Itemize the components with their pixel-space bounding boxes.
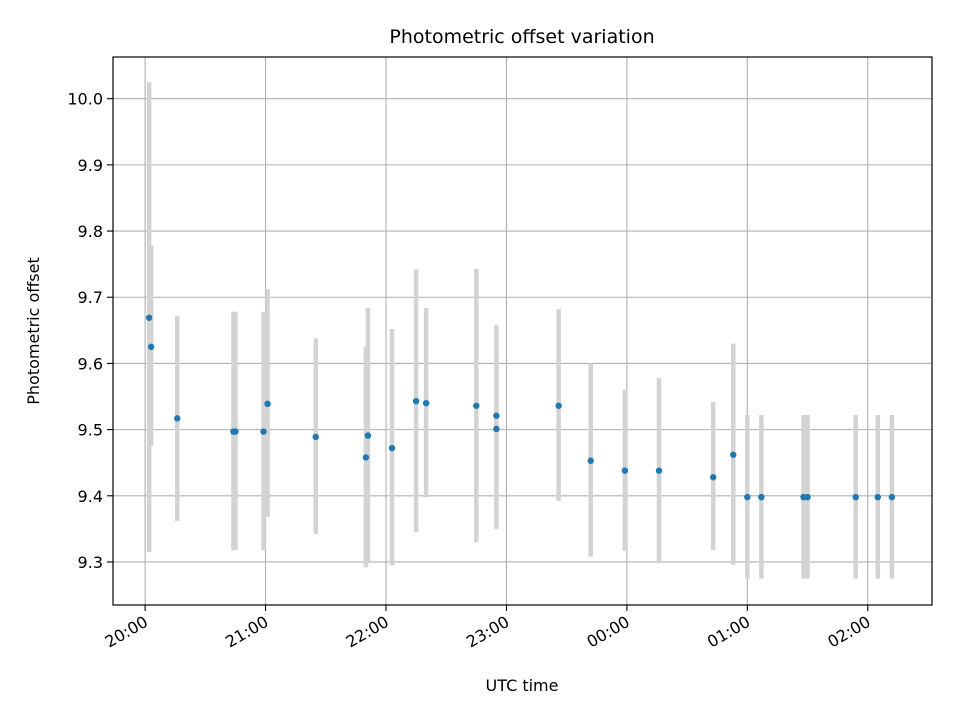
y-tick-label: 9.8: [78, 222, 103, 241]
y-tick-label: 9.6: [78, 354, 103, 373]
grid-lines: [113, 57, 932, 605]
data-point: [147, 343, 155, 351]
data-point: [730, 451, 737, 458]
data-point: [587, 457, 594, 464]
data-point: [260, 428, 267, 435]
x-tick-label: 23:00: [463, 612, 512, 652]
data-point: [232, 428, 239, 435]
data-point: [264, 400, 271, 408]
data-point: [758, 493, 765, 501]
x-tick-label: 01:00: [704, 612, 753, 652]
x-tick-label: 22:00: [343, 612, 392, 652]
data-point: [621, 467, 629, 474]
plot-frame: [112, 56, 933, 606]
y-tick-label: 9.3: [78, 553, 103, 572]
data-point: [145, 314, 153, 321]
y-axis-label: Photometric offset: [24, 257, 43, 405]
error-bars: [146, 82, 895, 579]
data-point: [555, 402, 562, 409]
data-point: [709, 474, 717, 481]
data-points: [145, 314, 896, 501]
y-tick-label: 9.5: [78, 421, 103, 440]
x-tick-label: 00:00: [583, 612, 632, 652]
data-point: [364, 432, 372, 439]
x-tick-label: 20:00: [102, 612, 151, 652]
data-point: [888, 493, 896, 501]
data-point: [852, 493, 859, 501]
data-point: [655, 467, 663, 474]
y-tick-label: 9.7: [78, 288, 103, 307]
x-axis-ticks: 20:00 21:00 22:00 23:00 00:00 01:00 02:00: [102, 605, 874, 652]
data-point: [874, 493, 882, 501]
data-point: [362, 454, 370, 461]
chart-title: Photometric offset variation: [389, 26, 654, 48]
y-tick-label: 9.9: [78, 156, 103, 175]
data-point: [473, 402, 480, 409]
y-axis-ticks: 9.3 9.4 9.5 9.6 9.7 9.8 9.9 10.0: [67, 90, 113, 572]
x-tick-label: 02:00: [824, 612, 873, 652]
data-point: [493, 425, 500, 433]
data-point: [312, 433, 319, 441]
data-point: [388, 444, 396, 452]
y-tick-label: 9.4: [78, 487, 103, 506]
data-point: [412, 397, 420, 405]
x-tick-label: 21:00: [222, 612, 271, 652]
x-axis-label: UTC time: [486, 676, 559, 695]
data-point: [422, 399, 430, 407]
data-point: [744, 493, 751, 501]
data-point: [174, 415, 181, 422]
data-point: [804, 493, 811, 501]
data-point: [493, 412, 500, 419]
y-tick-label: 10.0: [67, 90, 103, 109]
